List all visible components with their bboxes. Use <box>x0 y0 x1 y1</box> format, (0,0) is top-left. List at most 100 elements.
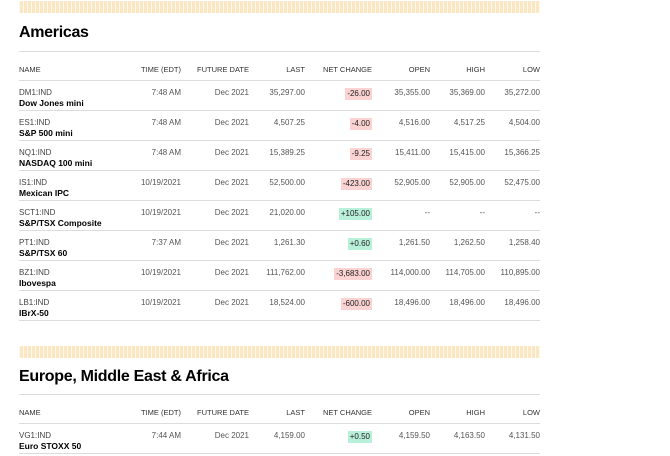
cell-name: ES1:IND S&P 500 mini <box>19 110 129 141</box>
table-row[interactable]: SCT1:IND S&P/TSX Composite 10/19/2021 Dec 2… <box>19 200 540 231</box>
cell-high: 114,705.00 <box>430 260 485 291</box>
ticker-link[interactable]: SCT1:IND <box>19 207 56 217</box>
cell-name: IS1:IND Mexican IPC <box>19 170 129 201</box>
cell-high: 1,262.50 <box>430 230 485 261</box>
cell-net-change: -600.00 <box>305 290 372 321</box>
table-row[interactable]: PT1:IND S&P/TSX 60 7:37 AM Dec 2021 1,261.30… <box>19 230 540 261</box>
cell-last: 35,297.00 <box>249 80 305 111</box>
section-title-emea: Europe, Middle East & Africa <box>19 368 229 385</box>
cell-time: 10/19/2021 <box>129 200 181 231</box>
table-row[interactable]: VG1:IND Euro STOXX 50 7:44 AM Dec 2021 4,159… <box>19 423 540 454</box>
column-header-name[interactable]: NAME <box>19 60 129 81</box>
net-change-badge: -600.00 <box>340 297 372 310</box>
cell-time: 10/19/2021 <box>129 290 181 321</box>
column-header-open[interactable]: OPEN <box>372 60 430 81</box>
cell-name: SCT1:IND S&P/TSX Composite <box>19 200 129 231</box>
ticker-link[interactable]: DM1:IND <box>19 87 52 97</box>
table-row[interactable]: NQ1:IND NASDAQ 100 mini 7:48 AM Dec 2021 15,… <box>19 140 540 171</box>
cell-open: 4,516.00 <box>372 110 430 141</box>
cell-last: 52,500.00 <box>249 170 305 201</box>
table-row[interactable]: IS1:IND Mexican IPC 10/19/2021 Dec 2021 52,5… <box>19 170 540 201</box>
cell-open: 52,905.00 <box>372 170 430 201</box>
cell-name: DM1:IND Dow Jones mini <box>19 80 129 111</box>
cell-open: 1,261.50 <box>372 230 430 261</box>
cell-low: -- <box>485 200 540 231</box>
column-header-low[interactable]: LOW <box>485 60 540 81</box>
net-change-badge: -9.25 <box>349 147 372 160</box>
column-header-name[interactable]: NAME <box>19 403 129 424</box>
table-row[interactable]: DM1:IND Dow Jones mini 7:48 AM Dec 2021 35,2… <box>19 80 540 111</box>
cell-time: 10/19/2021 <box>129 170 181 201</box>
cell-time: 10/19/2021 <box>129 260 181 291</box>
cell-name: NQ1:IND NASDAQ 100 mini <box>19 140 129 171</box>
column-header-time[interactable]: TIME (EDT) <box>129 403 181 424</box>
net-change-badge: -26.00 <box>345 87 372 100</box>
column-header-open[interactable]: OPEN <box>372 403 430 424</box>
column-header-future-date[interactable]: FUTURE DATE <box>181 60 249 81</box>
cell-last: 21,020.00 <box>249 200 305 231</box>
instrument-name: Mexican IPC <box>19 187 70 198</box>
column-header-time[interactable]: TIME (EDT) <box>129 60 181 81</box>
column-header-last[interactable]: LAST <box>249 60 305 81</box>
instrument-name: IBrX-50 <box>19 307 49 318</box>
cell-high: 52,905.00 <box>430 170 485 201</box>
cell-low: 15,366.25 <box>485 140 540 171</box>
cell-net-change: -26.00 <box>305 80 372 111</box>
cell-name: PT1:IND S&P/TSX 60 <box>19 230 129 261</box>
column-header-high[interactable]: HIGH <box>430 403 485 424</box>
instrument-name: S&P 500 mini <box>19 127 73 138</box>
instrument-name: Euro STOXX 50 <box>19 440 82 451</box>
ticker-link[interactable]: VG1:IND <box>19 430 52 440</box>
cell-high: 4,517.25 <box>430 110 485 141</box>
column-header-net-change[interactable]: NET CHANGE <box>305 403 372 424</box>
cell-future-date: Dec 2021 <box>181 170 249 201</box>
cell-future-date: Dec 2021 <box>181 200 249 231</box>
cell-low: 4,131.50 <box>485 423 540 454</box>
ticker-link[interactable]: IS1:IND <box>19 177 48 187</box>
table-row[interactable]: LB1:IND IBrX-50 10/19/2021 Dec 2021 18,524.0… <box>19 290 540 321</box>
cell-last: 15,389.25 <box>249 140 305 171</box>
section-title-americas: Americas <box>19 24 89 41</box>
cell-high: 4,163.50 <box>430 423 485 454</box>
cell-time: 7:48 AM <box>129 80 181 111</box>
cell-open: -- <box>372 200 430 231</box>
table-row[interactable]: BZ1:IND Ibovespa 10/19/2021 Dec 2021 111,762… <box>19 260 540 291</box>
ticker-link[interactable]: LB1:IND <box>19 297 50 307</box>
cell-low: 18,496.00 <box>485 290 540 321</box>
section-divider-stripe <box>19 346 540 358</box>
ticker-link[interactable]: ES1:IND <box>19 117 51 127</box>
instrument-name: Dow Jones mini <box>19 97 84 108</box>
futures-table-americas: NAME TIME (EDT) FUTURE DATE LAST NET CHANGE O… <box>19 60 540 321</box>
cell-net-change: +0.60 <box>305 230 372 261</box>
cell-open: 4,159.50 <box>372 423 430 454</box>
column-header-low[interactable]: LOW <box>485 403 540 424</box>
cell-low: 110,895.00 <box>485 260 540 291</box>
cell-net-change: -3,683.00 <box>305 260 372 291</box>
column-header-net-change[interactable]: NET CHANGE <box>305 60 372 81</box>
instrument-name: S&P/TSX Composite <box>19 217 102 228</box>
net-change-badge: -423.00 <box>340 177 372 190</box>
cell-time: 7:37 AM <box>129 230 181 261</box>
futures-table-emea: NAME TIME (EDT) FUTURE DATE LAST NET CHANGE O… <box>19 403 540 454</box>
ticker-link[interactable]: BZ1:IND <box>19 267 50 277</box>
ticker-link[interactable]: PT1:IND <box>19 237 50 247</box>
net-change-badge: -3,683.00 <box>334 267 372 280</box>
table-header-row: NAME TIME (EDT) FUTURE DATE LAST NET CHANGE O… <box>19 403 540 424</box>
cell-high: 18,496.00 <box>430 290 485 321</box>
cell-name: LB1:IND IBrX-50 <box>19 290 129 321</box>
column-header-last[interactable]: LAST <box>249 403 305 424</box>
cell-time: 7:48 AM <box>129 140 181 171</box>
cell-net-change: +0.50 <box>305 423 372 454</box>
column-header-high[interactable]: HIGH <box>430 60 485 81</box>
table-row[interactable]: ES1:IND S&P 500 mini 7:48 AM Dec 2021 4,507.… <box>19 110 540 141</box>
cell-high: 15,415.00 <box>430 140 485 171</box>
section-divider-stripe <box>19 1 540 13</box>
cell-low: 1,258.40 <box>485 230 540 261</box>
cell-last: 4,507.25 <box>249 110 305 141</box>
ticker-link[interactable]: NQ1:IND <box>19 147 52 157</box>
column-header-future-date[interactable]: FUTURE DATE <box>181 403 249 424</box>
cell-open: 15,411.00 <box>372 140 430 171</box>
cell-last: 18,524.00 <box>249 290 305 321</box>
cell-open: 18,496.00 <box>372 290 430 321</box>
cell-open: 114,000.00 <box>372 260 430 291</box>
